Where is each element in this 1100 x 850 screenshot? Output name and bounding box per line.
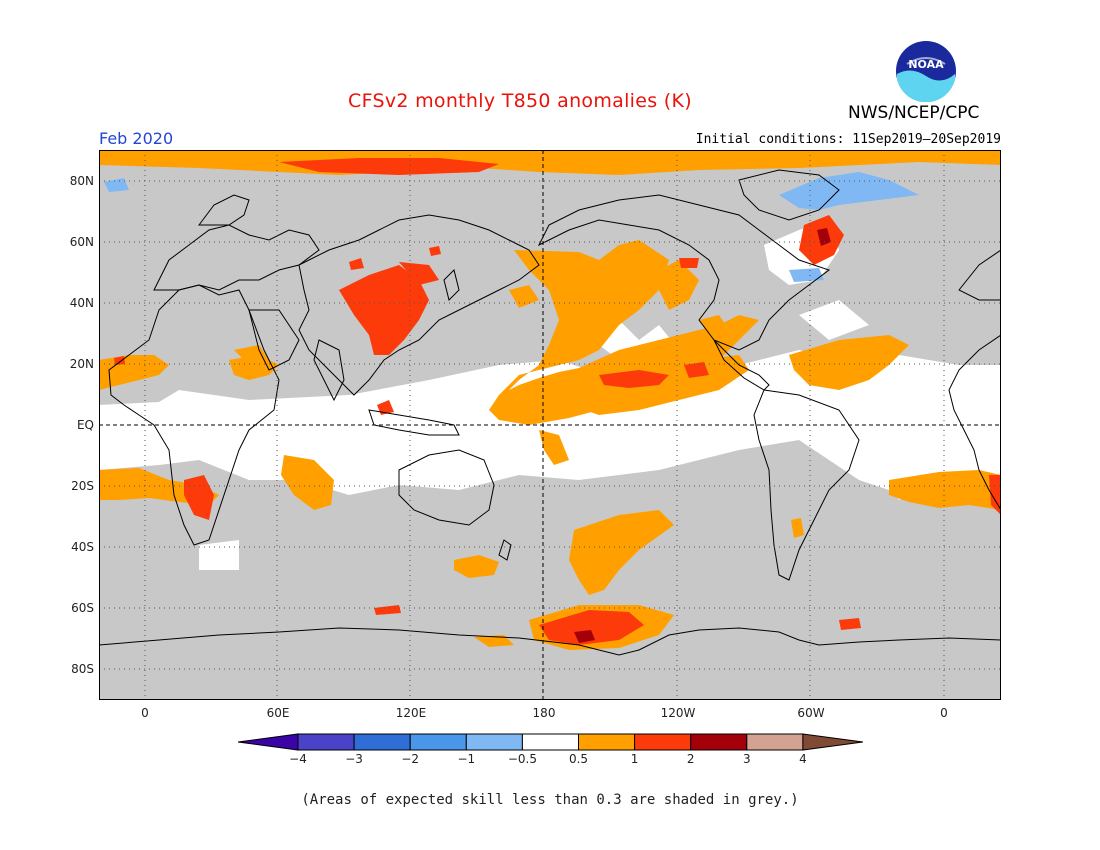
- noaa-logo-text: NOAA: [908, 58, 944, 71]
- colorbar-tick-label: 2: [686, 752, 695, 766]
- pos-anomaly-southern-africa: [184, 475, 214, 520]
- lat-label-80s: 80S: [71, 662, 94, 676]
- pos-anomaly-east-asia-north: [399, 262, 439, 285]
- noaa-logo: NOAA: [896, 41, 956, 102]
- colorbar-tick-label: 1: [630, 752, 639, 766]
- colorbar: [238, 733, 863, 751]
- colorbar-tick-label: 0.5: [568, 752, 589, 766]
- pos-anomaly-arctic-strong: [279, 158, 499, 175]
- pos-anomaly-small-1: [377, 400, 394, 415]
- lat-label-60n: 60N: [69, 235, 94, 249]
- colorbar-tick-label: −2: [401, 752, 420, 766]
- coast-indonesia: [368, 409, 460, 436]
- lon-label-60e: 60E: [266, 706, 290, 720]
- negative-anomaly-labrador: [789, 268, 824, 282]
- pos-anomaly-small-7: [114, 356, 125, 365]
- lon-label-60w: 60W: [797, 706, 825, 720]
- negative-anomaly-arctic-west: [104, 178, 129, 192]
- pos-anomaly-small-3: [839, 618, 861, 630]
- coast-australia: [398, 449, 495, 526]
- colorbar-box: [634, 733, 692, 751]
- white-patch-nw-atlantic: [799, 300, 869, 340]
- colorbar-tick-label: −0.5: [507, 752, 537, 766]
- coast-india: [313, 339, 345, 402]
- pos-anomaly-arabia: [234, 345, 269, 365]
- pos-anomaly-nz: [454, 555, 499, 578]
- pos-anomaly-sa-coast: [791, 518, 804, 538]
- colorbar-box: [521, 733, 579, 751]
- coast-antarctica: [99, 627, 1001, 656]
- pos-anomaly-atlantic-small: [509, 285, 539, 308]
- white-patch-southern-africa: [199, 540, 239, 570]
- colorbar-box: [578, 733, 636, 751]
- lat-label-40n: 40N: [69, 296, 94, 310]
- lat-label-60s: 60S: [71, 601, 94, 615]
- coast-scandinavia: [198, 194, 250, 226]
- pos-anomaly-south-pacific-tongue: [569, 510, 674, 595]
- pos-anomaly-north-pacific: [489, 240, 759, 425]
- pos-anomaly-indian-ocean: [281, 455, 334, 510]
- pos-anomaly-small-6: [679, 258, 699, 268]
- anomaly-map: [99, 150, 1001, 700]
- colorbar-box: [746, 733, 804, 751]
- colorbar-box: [297, 733, 355, 751]
- skill-footnote: (Areas of expected skill less than 0.3 a…: [301, 792, 799, 808]
- lon-label-120w: 120W: [660, 706, 696, 720]
- colorbar-tick-label: −4: [289, 752, 307, 766]
- coast-north-america: [537, 194, 831, 351]
- valid-month: Feb 2020: [99, 129, 174, 148]
- coast-new-zealand: [498, 539, 512, 561]
- graticule: [99, 150, 1001, 700]
- lat-label-20s: 20S: [71, 479, 94, 493]
- map-title: CFSv2 monthly T850 anomalies (K): [348, 90, 692, 112]
- coast-europe-east-repeat: [958, 249, 1001, 301]
- pos-anomaly-antarctic-small: [474, 635, 514, 647]
- coast-japan: [443, 269, 460, 301]
- initial-conditions: Initial conditions: 11Sep2019–20Sep2019: [695, 132, 1001, 147]
- pos-anomaly-tropical-atlantic: [789, 335, 909, 390]
- lon-label-0-right: 0: [940, 706, 948, 720]
- colorbar-box: [690, 733, 748, 751]
- colorbar-tick-label: 3: [742, 752, 751, 766]
- lon-label-0-left: 0: [141, 706, 149, 720]
- coast-greenland: [738, 169, 840, 221]
- colorbar-box: [409, 733, 467, 751]
- lat-label-eq: EQ: [76, 418, 94, 432]
- colorbar-box: [465, 733, 523, 751]
- agency-label: NWS/NCEP/CPC: [848, 103, 980, 123]
- pos-anomaly-small-2: [349, 258, 364, 270]
- colorbar-tick-label: 4: [799, 752, 807, 766]
- pos-anomaly-south-atlantic-east: [889, 470, 1001, 510]
- coast-africa-east-repeat: [948, 334, 1001, 511]
- colorbar-arrow-high: [802, 733, 863, 751]
- pos-anomaly-antarctic-strong: [539, 610, 644, 645]
- lat-label-80n: 80N: [69, 174, 94, 188]
- colorbar-tick-label: −1: [457, 752, 476, 766]
- pos-anomaly-mexico: [699, 315, 729, 340]
- pos-anomaly-east-pacific-strong-2: [684, 362, 709, 378]
- lon-label-120e: 120E: [395, 706, 427, 720]
- colorbar-tick-label: −3: [345, 752, 363, 766]
- pos-anomaly-antarctic-core: [574, 630, 595, 643]
- pos-anomaly-east-asia: [339, 265, 429, 355]
- pos-anomaly-na-west: [659, 260, 699, 310]
- coast-central-america: [713, 339, 770, 391]
- pos-anomaly-small-5: [429, 246, 441, 256]
- lat-label-20n: 20N: [69, 357, 94, 371]
- lon-label-180: 180: [532, 706, 556, 720]
- pos-anomaly-sahel: [229, 355, 279, 380]
- lat-label-40s: 40S: [71, 540, 94, 554]
- pos-anomaly-south-pacific-north: [539, 430, 569, 465]
- colorbar-arrow-low: [238, 733, 299, 751]
- pos-anomaly-east-pacific-strong: [599, 370, 669, 388]
- pos-anomaly-labrador-core: [817, 228, 831, 246]
- colorbar-box: [353, 733, 411, 751]
- coast-asia: [298, 214, 540, 396]
- coast-arabia: [248, 309, 300, 371]
